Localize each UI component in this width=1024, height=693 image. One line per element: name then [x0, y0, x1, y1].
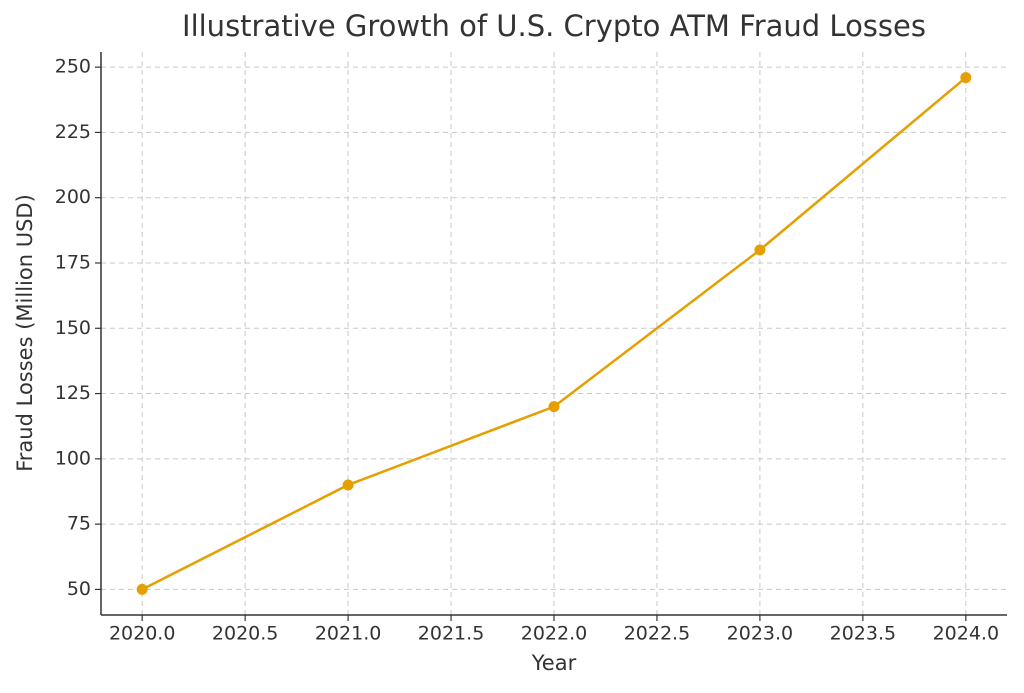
point — [754, 244, 766, 256]
point — [960, 72, 972, 84]
y-tick-label: 100 — [55, 447, 91, 469]
x-tick-label: 2021.5 — [418, 623, 484, 645]
y-tick-label: 150 — [55, 317, 91, 339]
x-tick-label: 2023.5 — [830, 623, 896, 645]
x-tick-label: 2020.0 — [109, 623, 175, 645]
y-tick-label: 50 — [67, 578, 91, 600]
x-axis-label: Year — [531, 651, 577, 675]
y-tick-label: 200 — [55, 186, 91, 208]
x-tick-label: 2021.0 — [315, 623, 381, 645]
x-tick-label: 2023.0 — [727, 623, 793, 645]
x-tick-label: 2022.5 — [624, 623, 690, 645]
chart-title: Illustrative Growth of U.S. Crypto ATM F… — [182, 9, 926, 43]
y-tick-label: 225 — [55, 121, 91, 143]
y-tick-label: 175 — [55, 251, 91, 273]
point — [136, 583, 148, 595]
x-tick-label: 2020.5 — [212, 623, 278, 645]
y-tick-label: 250 — [55, 56, 91, 78]
point — [548, 401, 560, 413]
point — [342, 479, 354, 491]
x-tick-label: 2024.0 — [933, 623, 999, 645]
y-axis-label: Fraud Losses (Million USD) — [13, 194, 37, 472]
y-tick-label: 75 — [67, 513, 91, 535]
y-tick-label: 125 — [55, 382, 91, 404]
x-tick-label: 2022.0 — [521, 623, 587, 645]
